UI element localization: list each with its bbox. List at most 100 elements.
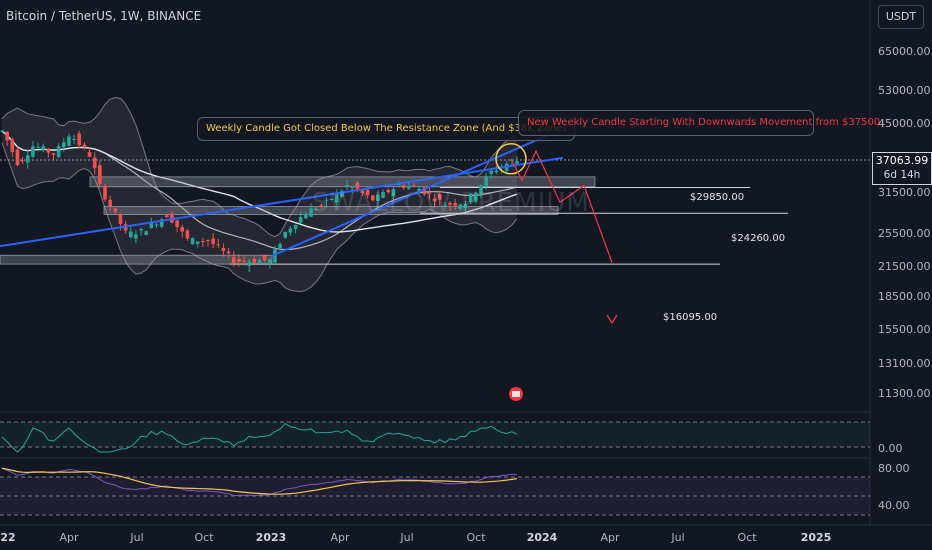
candle-body	[98, 165, 102, 185]
candle-body	[25, 155, 30, 163]
candle-body	[515, 161, 519, 166]
candle-body	[113, 208, 118, 212]
resistance-zone	[89, 176, 596, 188]
candle-body	[314, 208, 318, 210]
x-tick-label: 2023	[255, 531, 287, 544]
candle-body	[103, 185, 107, 200]
candle-body	[252, 258, 257, 263]
symbol-title[interactable]: Bitcoin / TetherUS, 1W, BINANCE	[6, 9, 202, 23]
candle-body	[175, 220, 179, 228]
x-tick-label: Jul	[130, 531, 144, 544]
candle-body	[180, 227, 185, 232]
osc-tick-label: 0.00	[878, 442, 903, 455]
forecast-path	[510, 149, 613, 263]
candle-body	[118, 213, 123, 225]
y-tick-label: 15500.00	[878, 323, 931, 336]
candle-body	[159, 219, 164, 227]
candle-body	[154, 224, 159, 226]
oscillator-line	[1, 422, 518, 453]
candle-body	[288, 228, 293, 233]
candle-body	[268, 259, 272, 264]
candle-body	[468, 193, 473, 202]
candle-body	[134, 234, 138, 239]
y-tick-label: 21500.00	[878, 260, 931, 273]
currency-button[interactable]: USDT	[878, 5, 924, 29]
candle-body	[165, 215, 169, 218]
candle-body	[149, 222, 154, 228]
candle-body	[206, 239, 210, 241]
candle-body	[293, 225, 298, 229]
candle-body	[190, 237, 195, 245]
candle-body	[31, 146, 35, 157]
candle-body	[329, 199, 334, 201]
candle-body	[489, 170, 494, 174]
candle-body	[87, 152, 92, 157]
candle-body	[345, 184, 349, 186]
candle-body	[211, 238, 215, 244]
candle-body	[427, 192, 432, 194]
candle-body	[448, 202, 452, 205]
lower-support-zone	[0, 254, 273, 265]
x-tick-label: 22	[0, 531, 16, 544]
last-price-value: 37063.99	[875, 154, 929, 167]
y-tick-label: 65000.00	[878, 45, 931, 58]
candle-body	[144, 231, 148, 236]
candle-body	[432, 198, 437, 202]
last-price-tag: 37063.99 6d 14h	[872, 152, 932, 185]
candle-body	[51, 153, 56, 155]
y-tick-label: 18500.00	[878, 290, 931, 303]
bollinger-band-fill	[2, 97, 517, 292]
candle-body	[62, 142, 66, 148]
x-tick-label: 2025	[800, 531, 832, 544]
candle-body	[15, 149, 20, 166]
candle-body	[0, 130, 4, 132]
candle-body	[371, 195, 375, 201]
y-tick-label: 13100.00	[878, 357, 931, 370]
candle-body	[355, 182, 360, 191]
candle-body	[376, 194, 380, 201]
trendline-lower	[0, 156, 564, 248]
candle-body	[108, 199, 112, 207]
candle-body	[242, 260, 246, 262]
candle-body	[170, 213, 174, 223]
candle-body	[391, 189, 396, 197]
candle-body	[278, 244, 282, 249]
candle-body	[273, 249, 277, 263]
candle-body	[484, 176, 488, 187]
candle-body	[226, 251, 231, 254]
y-tick-label: 25500.00	[878, 227, 931, 240]
level-label-1: $29850.00	[690, 192, 745, 203]
level-label-3: $16095.00	[663, 312, 718, 323]
candle-body	[82, 144, 87, 148]
resistance-note: Weekly Candle Got Closed Below The Resis…	[197, 117, 576, 141]
candle-body	[128, 231, 133, 238]
long-moving-average-line	[1, 130, 518, 233]
candle-body	[67, 136, 71, 146]
y-tick-label: 11300.00	[878, 387, 931, 400]
candle-body	[201, 240, 205, 242]
candle-body	[41, 146, 45, 151]
candle-body	[412, 185, 416, 187]
support-zone	[103, 206, 559, 215]
candle-body	[422, 187, 427, 195]
candle-body	[309, 208, 313, 217]
candle-body	[237, 258, 241, 262]
highlight-circle	[495, 143, 527, 175]
candle-body	[453, 202, 457, 206]
bollinger-lower	[1, 142, 518, 293]
candle-body	[324, 199, 329, 201]
candle-body	[479, 185, 483, 195]
x-tick-label: Oct	[466, 531, 486, 544]
candle-body	[386, 189, 391, 193]
x-tick-label: Apr	[330, 531, 350, 544]
candle-body	[437, 194, 442, 200]
candle-body	[231, 256, 236, 264]
x-tick-label: Apr	[59, 531, 79, 544]
candle-body	[474, 192, 478, 202]
candle-body	[381, 191, 385, 198]
y-tick-label: 31500.00	[878, 186, 931, 199]
y-tick-label: 45000.00	[878, 117, 931, 130]
candle-body	[360, 190, 365, 194]
x-tick-label: Oct	[194, 531, 214, 544]
